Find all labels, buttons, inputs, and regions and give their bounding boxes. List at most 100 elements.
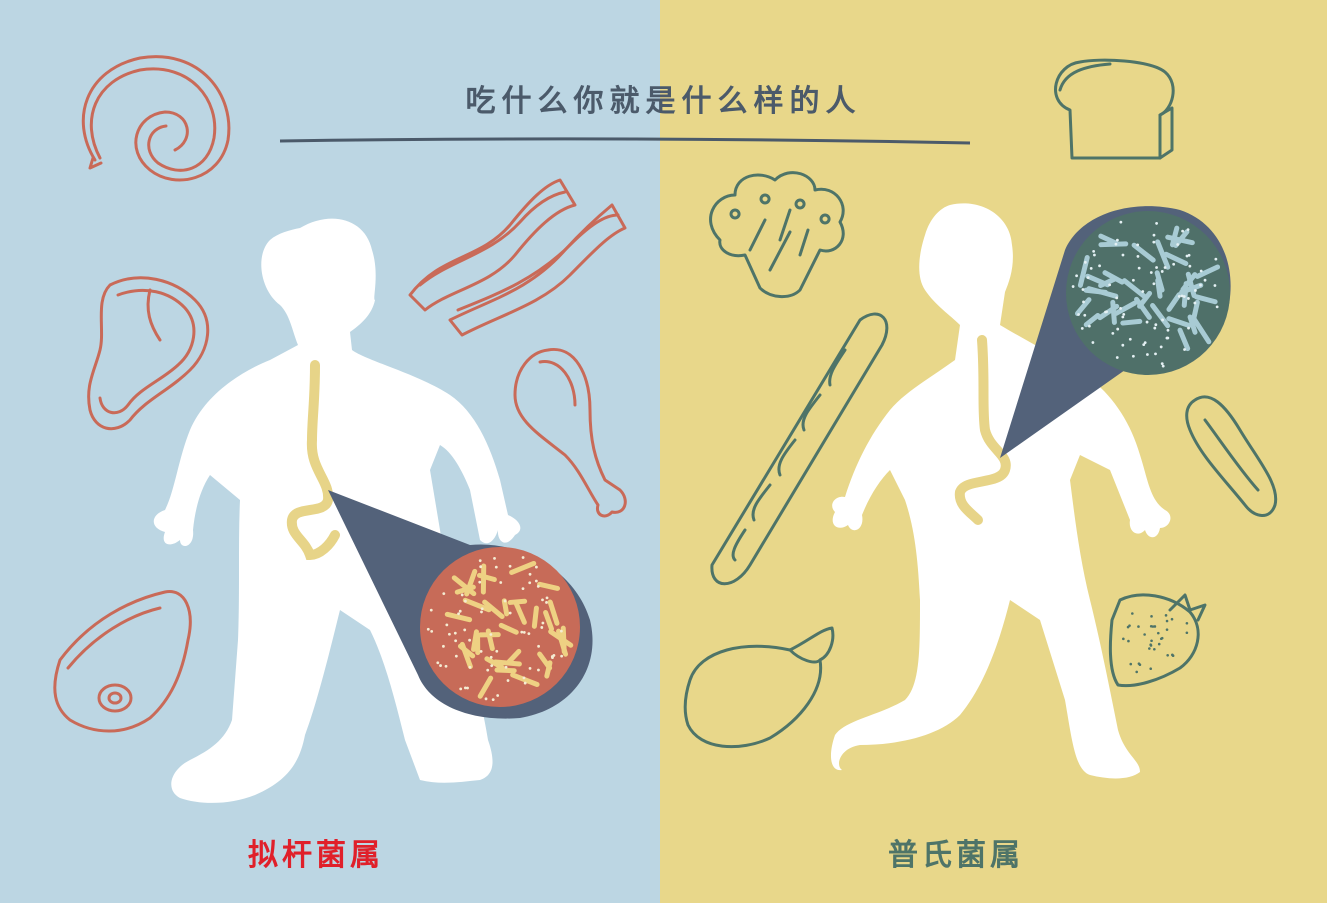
bacterium-dot bbox=[429, 608, 433, 612]
bacterium-dot bbox=[1199, 269, 1203, 273]
bacterium-dot bbox=[430, 629, 434, 633]
bacterium-dot bbox=[1121, 315, 1125, 319]
strawberry-seed bbox=[1131, 612, 1134, 615]
bacterium-dot bbox=[479, 649, 483, 653]
bacterium-dot bbox=[523, 681, 527, 685]
bacterium-dot bbox=[1161, 364, 1165, 368]
bacterium-dot bbox=[1116, 327, 1120, 331]
bacterium-dot bbox=[1115, 296, 1119, 300]
bacterium-dot bbox=[426, 627, 430, 631]
bacterium-dot bbox=[1089, 266, 1093, 270]
bacterium-dot bbox=[1142, 343, 1146, 347]
bacterium-dot bbox=[457, 612, 460, 616]
bacterium-dot bbox=[1214, 257, 1218, 261]
bacterium-dot bbox=[1128, 337, 1132, 341]
title-underline bbox=[279, 137, 971, 145]
strawberry-seed bbox=[1137, 625, 1140, 628]
bacterium-dot bbox=[1215, 305, 1219, 309]
bacterium-dot bbox=[490, 664, 494, 668]
bacterium-dot bbox=[1177, 294, 1181, 298]
bacterium-dot bbox=[545, 596, 549, 600]
bacterium-dot bbox=[1188, 264, 1192, 268]
bacterium-dot bbox=[528, 667, 532, 670]
bacterium-dot bbox=[1114, 242, 1118, 246]
prevotella-magnifier bbox=[1000, 206, 1231, 458]
right-stomach bbox=[954, 335, 1011, 525]
bacterium-dot bbox=[463, 628, 467, 632]
bacterium-dot bbox=[489, 655, 493, 659]
bacterium-rod bbox=[498, 622, 519, 635]
bacterium-dot bbox=[478, 559, 482, 563]
prevotella-dots bbox=[1071, 220, 1219, 368]
sausage-spiral-icon bbox=[81, 55, 231, 182]
strawberry-seed bbox=[1157, 642, 1161, 646]
bacterium-dot bbox=[537, 644, 540, 648]
strawberry-seed bbox=[1149, 667, 1153, 670]
bacterium-rod bbox=[1194, 264, 1221, 279]
bacterium-dot bbox=[459, 687, 463, 691]
bacterium-dot bbox=[1186, 228, 1190, 232]
strawberry-seed bbox=[1160, 636, 1164, 640]
bacterium-dot bbox=[1071, 285, 1075, 288]
bacterium-dot bbox=[1083, 313, 1087, 317]
bacterium-dot bbox=[442, 592, 446, 596]
bacterium-rod bbox=[492, 659, 522, 667]
bacterium-dot bbox=[521, 556, 525, 559]
bacterium-dot bbox=[1155, 222, 1158, 225]
bacterium-dot bbox=[508, 564, 512, 568]
bacterium-dot bbox=[521, 587, 525, 591]
bacterium-dot bbox=[1187, 253, 1191, 257]
bacterium-rod bbox=[1155, 239, 1171, 270]
bacterium-dot bbox=[1115, 238, 1119, 242]
bacterium-rod bbox=[1131, 242, 1156, 263]
bacterium-dot bbox=[527, 632, 531, 636]
bacterium-dot bbox=[522, 631, 526, 634]
bacterium-dot bbox=[1131, 354, 1135, 358]
strawberry-icon bbox=[1108, 593, 1207, 688]
bacterium-dot bbox=[1098, 264, 1101, 268]
strawberry-seeds bbox=[1122, 612, 1189, 674]
bacterium-dot bbox=[480, 610, 483, 614]
bacterium-dot bbox=[478, 580, 482, 584]
bacterium-dot bbox=[520, 630, 524, 634]
bacterium-rod bbox=[1121, 278, 1148, 300]
strawberry-seed bbox=[1156, 631, 1160, 635]
bacterium-dot bbox=[1121, 253, 1125, 257]
bacterium-dot bbox=[1080, 326, 1084, 330]
bacterium-dot bbox=[535, 565, 538, 569]
bacterium-rod bbox=[1180, 272, 1198, 293]
bacterium-rod bbox=[1169, 225, 1180, 248]
strawberry-seed bbox=[1164, 614, 1168, 617]
bacterium-dot bbox=[1160, 270, 1164, 273]
bacterium-dot bbox=[1121, 343, 1125, 347]
bacterium-dot bbox=[486, 668, 490, 672]
bacterium-dot bbox=[484, 697, 488, 701]
bacterium-dot bbox=[1187, 326, 1190, 330]
steak-icon bbox=[87, 276, 210, 431]
bacterium-dot bbox=[536, 584, 540, 588]
bacterium-dot bbox=[1180, 294, 1184, 298]
bacterium-dot bbox=[528, 572, 532, 576]
bacterium-dot bbox=[1081, 288, 1085, 291]
bacteroides-magnifier bbox=[328, 490, 593, 719]
bacterium-dot bbox=[1193, 301, 1197, 305]
bread-icon bbox=[1054, 58, 1175, 160]
bacterium-rod bbox=[544, 660, 553, 679]
bacterium-dot bbox=[463, 599, 467, 603]
bacterium-dot bbox=[1154, 323, 1158, 327]
bacterium-dot bbox=[442, 644, 445, 648]
bacterium-dot bbox=[504, 665, 508, 669]
baguette-icon bbox=[710, 312, 889, 586]
broccoli-icon bbox=[709, 171, 845, 298]
bacterium-rod bbox=[510, 672, 540, 688]
bacteroides-dots bbox=[426, 556, 564, 702]
bacterium-rod bbox=[471, 629, 479, 652]
bacterium-dot bbox=[550, 655, 554, 658]
bacterium-dot bbox=[1199, 283, 1202, 287]
bacterium-rod bbox=[1113, 300, 1138, 316]
bacterium-rod bbox=[509, 560, 537, 575]
bacterium-dot bbox=[540, 626, 544, 629]
bacterium-dot bbox=[1155, 266, 1158, 269]
bacterium-dot bbox=[1213, 284, 1217, 287]
bacon-icon bbox=[408, 178, 627, 337]
